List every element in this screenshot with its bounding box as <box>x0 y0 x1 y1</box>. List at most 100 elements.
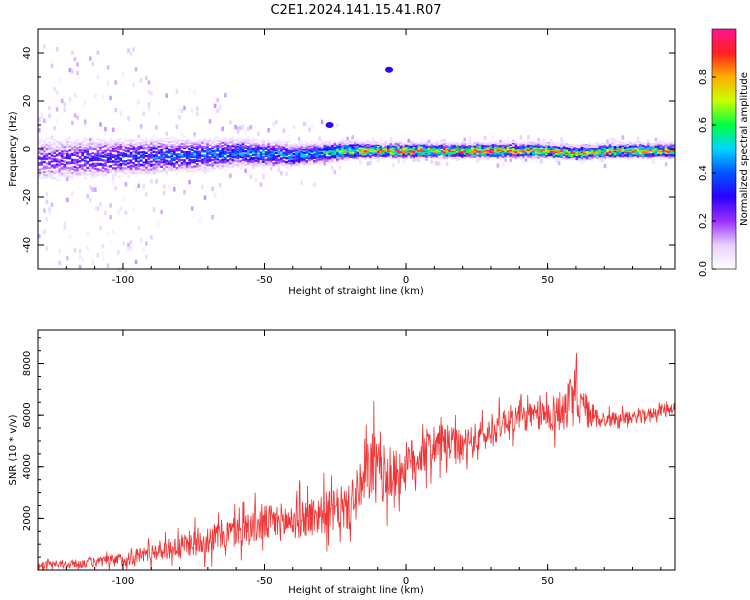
heatmap-cell <box>596 156 599 159</box>
heatmap-cell <box>55 158 59 161</box>
heatmap-cell <box>203 147 207 150</box>
heatmap-cell <box>392 142 395 145</box>
heatmap-cell <box>598 148 602 151</box>
heatmap-cell <box>252 147 255 150</box>
heatmap-cell <box>282 151 286 154</box>
heatmap-cell <box>445 154 449 157</box>
heatmap-cell <box>58 164 61 167</box>
heatmap-cell <box>545 144 548 147</box>
heatmap-cell <box>81 104 84 109</box>
heatmap-cell <box>43 208 46 213</box>
heatmap-cell <box>76 163 79 166</box>
heatmap-cell <box>137 171 140 175</box>
heatmap-cell <box>636 156 640 159</box>
heatmap-cell <box>218 143 222 146</box>
heatmap-cell <box>282 148 286 151</box>
heatmap-cell <box>58 168 61 171</box>
heatmap-cell <box>542 149 546 152</box>
heatmap-cell <box>547 153 551 156</box>
heatmap-cell <box>119 164 123 167</box>
heatmap-cell <box>213 139 217 142</box>
heatmap-cell <box>221 161 225 164</box>
heatmap-cell <box>425 148 428 151</box>
heatmap-cell <box>374 151 377 154</box>
heatmap-cell <box>613 148 617 151</box>
heatmap-cell <box>208 148 212 151</box>
heatmap-cell <box>180 163 184 166</box>
heatmap-cell <box>366 153 370 157</box>
heatmap-cell <box>109 165 112 168</box>
heatmap-cell <box>221 147 225 150</box>
heatmap-cell <box>137 168 140 171</box>
heatmap-cell <box>244 138 247 141</box>
heatmap-cell <box>81 142 84 145</box>
heatmap-cell <box>292 145 296 148</box>
heatmap-cell <box>259 162 263 165</box>
heatmap-cell <box>659 150 663 153</box>
heatmap-cell <box>501 150 505 153</box>
heatmap-cell <box>201 145 204 148</box>
heatmap-cell <box>71 161 74 165</box>
heatmap-cell <box>43 150 46 153</box>
heatmap-cell <box>269 161 273 164</box>
heatmap-cell <box>38 176 41 179</box>
heatmap-cell <box>313 153 316 156</box>
heatmap-cell <box>165 159 168 162</box>
heatmap-cell <box>198 156 202 159</box>
heatmap-cell <box>142 156 146 159</box>
heatmap-cell <box>124 154 128 157</box>
heatmap-cell <box>598 142 602 145</box>
heatmap-cell <box>461 148 464 151</box>
heatmap-cell <box>590 147 594 150</box>
heatmap-cell <box>104 173 107 176</box>
heatmap-cell <box>117 145 120 149</box>
heatmap-cell <box>280 157 283 160</box>
heatmap-cell <box>114 185 117 191</box>
heatmap-cell <box>292 163 296 166</box>
heatmap-cell <box>545 142 548 146</box>
heatmap-cell <box>277 162 281 165</box>
heatmap-cell <box>81 154 84 157</box>
heatmap-cell <box>603 144 607 147</box>
heatmap-cell <box>139 237 143 243</box>
heatmap-cell <box>145 137 148 140</box>
heatmap-cell <box>453 153 456 156</box>
heatmap-cell <box>476 141 479 144</box>
heatmap-cell <box>147 170 151 174</box>
heatmap-cell <box>463 145 467 148</box>
heatmap-cell <box>417 142 421 145</box>
heatmap-cell <box>343 141 347 144</box>
heatmap-cell <box>73 113 77 118</box>
heatmap-cell <box>122 196 125 202</box>
heatmap-cell <box>463 146 467 149</box>
heatmap-cell <box>506 146 510 149</box>
heatmap-cell <box>160 138 163 141</box>
heatmap-cell <box>190 148 194 151</box>
heatmap-cell <box>468 156 472 159</box>
heatmap-cell <box>81 171 84 174</box>
heatmap-cell <box>193 170 196 173</box>
heatmap-cell <box>534 158 538 163</box>
snr-frame <box>37 329 676 571</box>
heatmap-cell <box>517 146 520 149</box>
heatmap-cell <box>430 152 433 155</box>
heatmap-cell <box>157 169 161 172</box>
heatmap-cell <box>282 163 286 166</box>
heatmap-cell <box>236 148 240 151</box>
heatmap-cell <box>170 167 174 170</box>
heatmap-cell <box>96 74 100 80</box>
heatmap-cell <box>193 161 196 164</box>
heatmap-cell <box>364 145 367 148</box>
heatmap-cell <box>578 159 581 162</box>
heatmap-cell <box>382 156 385 159</box>
heatmap-cell <box>341 155 344 158</box>
heatmap-cell <box>305 146 309 150</box>
heatmap-cell <box>40 112 44 117</box>
heatmap-cell <box>652 144 655 147</box>
heatmap-cell <box>468 149 472 152</box>
heatmap-cell <box>412 153 416 156</box>
heatmap-cell <box>514 152 518 155</box>
heatmap-cell <box>190 140 194 143</box>
heatmap-cell <box>667 146 670 149</box>
heatmap-cell <box>328 141 332 144</box>
